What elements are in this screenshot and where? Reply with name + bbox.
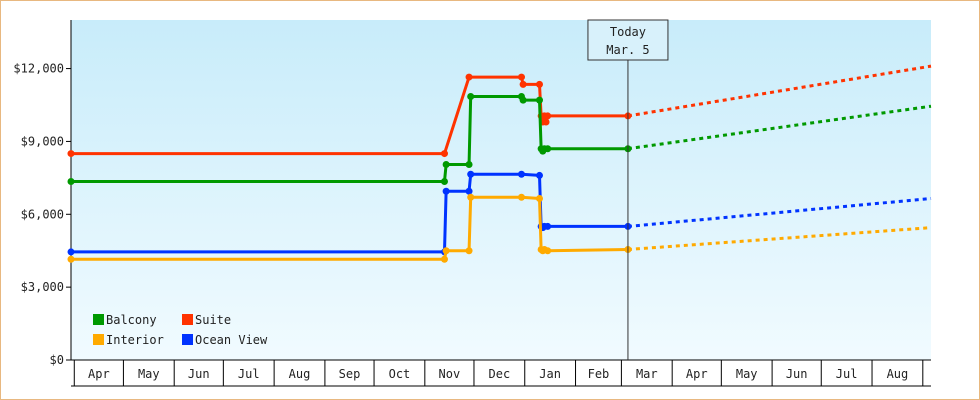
forecast-line-balcony xyxy=(627,104,932,151)
series-balcony xyxy=(67,93,932,185)
today-box xyxy=(587,19,669,61)
data-point-suite xyxy=(517,73,525,81)
data-point-balcony xyxy=(442,161,450,168)
legend-label-balcony: Balcony xyxy=(106,313,157,327)
x-tick-label: Mar xyxy=(636,367,658,381)
data-point-ocean-view xyxy=(442,187,450,195)
data-point-interior xyxy=(440,255,448,263)
data-point-interior xyxy=(442,247,450,255)
x-tick-label: Jul xyxy=(836,367,858,381)
x-tick-label: Apr xyxy=(686,367,708,381)
today-label: Today xyxy=(610,25,646,39)
data-point-ocean-view xyxy=(535,171,543,179)
legend-swatch-suite xyxy=(182,314,193,325)
data-point-balcony xyxy=(465,161,473,168)
x-tick-label: Jan xyxy=(539,367,561,381)
series-interior xyxy=(67,193,932,263)
x-tick-label: Jul xyxy=(238,367,260,381)
data-point-ocean-view xyxy=(544,222,552,230)
x-tick-label: Nov xyxy=(439,367,461,381)
legend-label-interior: Interior xyxy=(106,333,164,347)
data-point-interior xyxy=(467,193,475,201)
x-tick-label: Aug xyxy=(887,367,909,381)
x-tick-label: Oct xyxy=(389,367,411,381)
data-point-ocean-view xyxy=(465,187,473,195)
legend-label-ocean-view: Ocean View xyxy=(195,333,268,347)
x-tick-label: Aug xyxy=(289,367,311,381)
x-axis: Apr May Jun Jul Aug Sep Oct Nov Dec Jan Feb Mar Apr M… xyxy=(71,359,931,387)
x-tick-label: May xyxy=(736,367,758,381)
data-point-balcony xyxy=(544,145,552,153)
legend-label-suite: Suite xyxy=(195,313,231,327)
data-point-interior xyxy=(535,195,543,202)
forecast-line-suite xyxy=(627,64,932,118)
data-point-suite xyxy=(67,150,75,158)
x-tick-label: Sep xyxy=(339,367,361,381)
data-point-suite xyxy=(542,118,550,126)
data-point-interior xyxy=(67,255,75,263)
data-point-balcony xyxy=(535,96,543,104)
data-point-suite xyxy=(544,112,552,120)
forecast-line-ocean-view xyxy=(627,197,932,228)
series-layer xyxy=(67,64,932,263)
forecast-line-interior xyxy=(627,226,932,251)
today-date: Mar. 5 xyxy=(606,43,649,57)
x-tick-label: Dec xyxy=(489,367,511,381)
legend-swatch-balcony xyxy=(93,314,104,325)
data-point-suite xyxy=(440,150,448,158)
data-point-suite xyxy=(519,80,527,88)
data-point-ocean-view xyxy=(67,248,75,256)
today-marker: Today Mar. 5 xyxy=(587,19,669,360)
x-tick-label: May xyxy=(138,367,160,381)
legend: Balcony Suite Interior Ocean View xyxy=(93,313,268,347)
data-point-balcony xyxy=(440,178,448,185)
y-axis: $0 $3,000 $6,000 $9,000 $12,000 xyxy=(13,20,72,367)
data-point-interior xyxy=(544,247,552,255)
data-point-balcony xyxy=(67,178,75,185)
data-point-suite xyxy=(535,80,543,88)
data-point-balcony xyxy=(519,96,527,104)
legend-swatch-ocean-view xyxy=(182,334,193,345)
data-point-interior xyxy=(517,193,525,201)
data-point-suite xyxy=(465,73,473,81)
data-point-ocean-view xyxy=(467,170,475,178)
y-tick-label: $6,000 xyxy=(21,207,64,221)
data-point-ocean-view xyxy=(517,170,525,178)
x-tick-label: Feb xyxy=(588,367,610,381)
data-point-balcony xyxy=(467,93,475,100)
plot-background xyxy=(71,20,931,360)
legend-swatch-interior xyxy=(93,334,104,345)
data-point-interior xyxy=(465,247,473,255)
x-tick-label: Jun xyxy=(188,367,210,381)
y-tick-label: $0 xyxy=(50,353,64,367)
y-tick-label: $12,000 xyxy=(13,62,64,76)
x-tick-label: Apr xyxy=(88,367,110,381)
x-tick-label: Jun xyxy=(786,367,808,381)
y-tick-label: $9,000 xyxy=(21,134,64,148)
y-tick-label: $3,000 xyxy=(21,280,64,294)
